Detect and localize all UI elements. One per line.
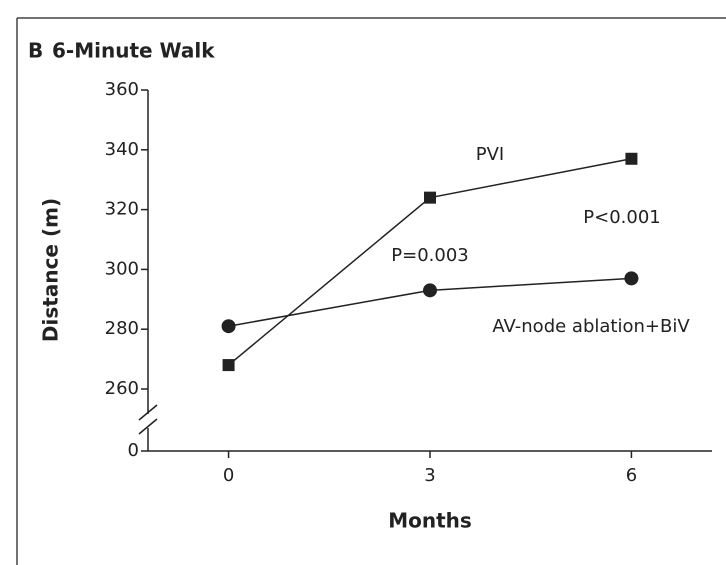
- y-tick-label: 340: [105, 139, 139, 160]
- y-tick-label: 300: [105, 258, 139, 279]
- annotation: P=0.003: [391, 245, 468, 266]
- x-axis-label: Months: [388, 509, 472, 533]
- x-tick-label: 6: [626, 465, 637, 486]
- chart-title: 6-Minute Walk: [52, 39, 215, 63]
- marker: [221, 319, 236, 334]
- panel-label: B: [28, 39, 43, 63]
- series-label: PVI: [476, 144, 504, 165]
- marker: [222, 359, 235, 372]
- marker: [424, 191, 436, 204]
- y-tick-label: 360: [105, 79, 139, 100]
- y-axis-label: Distance (m): [39, 198, 63, 342]
- x-tick-label: 3: [424, 465, 435, 486]
- marker: [624, 271, 639, 286]
- marker: [423, 283, 437, 298]
- y-tick-label: 0: [128, 440, 139, 461]
- marker: [625, 152, 638, 165]
- axis-break: [138, 418, 158, 435]
- x-tick-label: 0: [223, 465, 234, 486]
- annotation: P<0.001: [583, 207, 660, 228]
- y-tick-label: 260: [105, 378, 139, 399]
- series-label: AV-node ablation+BiV: [492, 316, 690, 337]
- axis-break: [138, 404, 158, 421]
- y-tick-label: 280: [105, 318, 139, 339]
- y-tick-label: 320: [105, 199, 139, 220]
